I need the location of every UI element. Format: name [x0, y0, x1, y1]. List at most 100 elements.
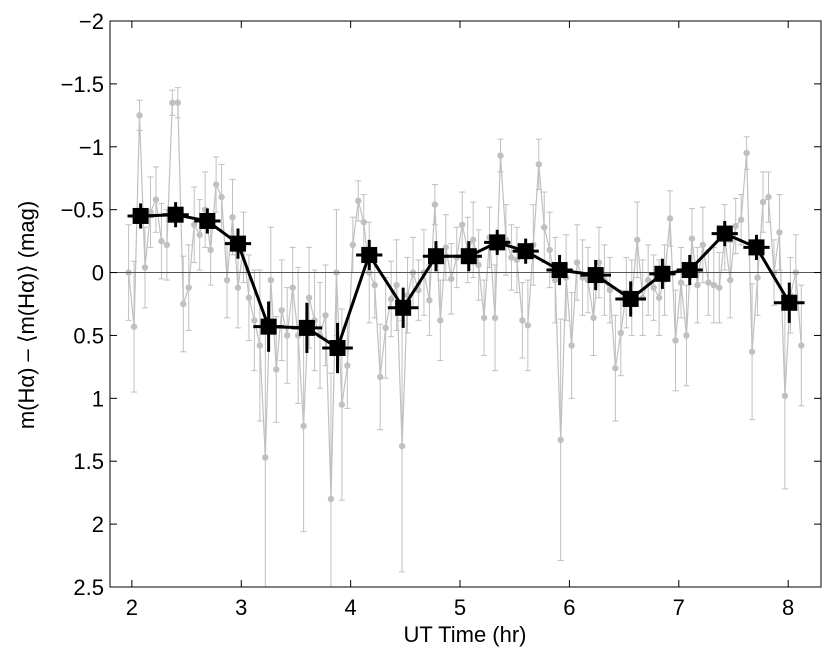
- y-tick-label: 1: [92, 386, 104, 411]
- individual-point: [256, 342, 264, 349]
- individual-point: [737, 216, 745, 223]
- individual-point: [650, 284, 657, 291]
- binned-measurements-layer: [127, 202, 805, 374]
- y-tick-label: 2: [92, 512, 104, 537]
- individual-point: [289, 284, 296, 291]
- binned-point: [132, 207, 149, 224]
- individual-point: [327, 495, 335, 503]
- individual-point: [743, 149, 750, 157]
- x-tick-label: 4: [345, 595, 357, 620]
- individual-point: [442, 244, 450, 251]
- plot-frame: [109, 20, 822, 588]
- binned-point: [517, 243, 534, 260]
- individual-point: [672, 337, 679, 344]
- individual-point: [338, 401, 346, 408]
- binned-point: [427, 248, 444, 265]
- individual-point: [480, 314, 488, 322]
- y-tick-label: −2: [79, 9, 104, 34]
- individual-point: [551, 276, 559, 284]
- y-tick-label: 1.5: [73, 449, 104, 474]
- individual-point: [655, 294, 663, 301]
- individual-point: [278, 307, 285, 314]
- individual-point: [130, 323, 138, 330]
- individual-point: [349, 241, 357, 249]
- individual-point: [617, 329, 625, 337]
- individual-point: [251, 317, 258, 324]
- individual-point: [376, 373, 384, 381]
- binned-point: [260, 318, 277, 335]
- y-axis-label: m(Hα) – ⟨m(Hα)⟩ (mag): [14, 201, 39, 429]
- individual-point: [546, 246, 553, 254]
- individual-point: [174, 99, 182, 106]
- y-tick-label: 2.5: [73, 575, 104, 600]
- individual-point: [699, 241, 707, 249]
- binned-point: [716, 225, 733, 242]
- individual-point: [541, 224, 548, 231]
- individual-point: [371, 281, 378, 289]
- y-axis-ticks: −2 −1.5 −1 −0.5 0 0.5 1 1.5 2 2.5: [61, 9, 821, 600]
- individual-point: [677, 279, 685, 286]
- individual-point: [705, 279, 712, 286]
- binned-point: [489, 234, 506, 251]
- binned-point: [298, 319, 315, 336]
- individual-point: [612, 364, 619, 372]
- binned-point: [622, 290, 639, 307]
- individual-point: [398, 442, 406, 450]
- individual-point: [557, 436, 564, 444]
- individual-point: [634, 236, 641, 244]
- individual-point: [727, 276, 734, 284]
- x-axis-label: UT Time (hr): [403, 622, 526, 647]
- individual-point: [305, 294, 313, 301]
- individual-point: [754, 274, 761, 281]
- individual-point: [469, 236, 477, 244]
- binned-point: [587, 267, 604, 284]
- individual-point: [519, 317, 526, 324]
- individual-point: [644, 276, 652, 284]
- individual-point: [716, 284, 723, 291]
- individual-point: [360, 219, 367, 226]
- y-tick-label: −1: [79, 135, 104, 160]
- y-tick-label: −0.5: [61, 198, 104, 223]
- individual-point: [267, 276, 274, 284]
- individual-point: [524, 322, 532, 329]
- individual-point: [759, 198, 767, 206]
- individual-point: [158, 237, 165, 245]
- individual-point: [535, 161, 542, 168]
- binned-point: [748, 239, 765, 256]
- individual-point: [497, 152, 504, 159]
- binned-point: [229, 235, 246, 252]
- individual-point: [322, 312, 329, 319]
- individual-measurements-layer: [125, 87, 805, 587]
- individual-point: [262, 454, 269, 461]
- individual-point: [459, 221, 466, 228]
- individual-point: [382, 324, 389, 332]
- binned-point: [167, 206, 184, 223]
- binned-point: [361, 246, 378, 263]
- individual-point: [568, 342, 575, 349]
- individual-point: [666, 215, 674, 222]
- individual-point: [284, 332, 291, 339]
- individual-point: [196, 231, 203, 239]
- x-tick-label: 2: [126, 595, 138, 620]
- individual-point: [431, 201, 439, 208]
- individual-point: [781, 392, 789, 400]
- individual-point: [748, 348, 756, 355]
- binned-point: [781, 294, 798, 311]
- binned-point: [681, 262, 698, 279]
- individual-point: [147, 208, 154, 216]
- individual-point: [152, 196, 160, 203]
- individual-point: [732, 222, 739, 230]
- y-tick-label: −1.5: [61, 72, 104, 97]
- individual-point: [688, 235, 696, 242]
- individual-point: [273, 366, 280, 373]
- individual-point: [798, 342, 805, 349]
- y-tick-label: 0: [92, 261, 104, 286]
- individual-point: [448, 275, 455, 283]
- x-tick-label: 5: [454, 595, 466, 620]
- individual-point: [710, 281, 718, 289]
- individual-point: [606, 286, 614, 294]
- individual-point: [207, 246, 214, 254]
- individual-point: [180, 300, 187, 308]
- individual-point: [223, 276, 231, 284]
- x-tick-label: 3: [235, 595, 247, 620]
